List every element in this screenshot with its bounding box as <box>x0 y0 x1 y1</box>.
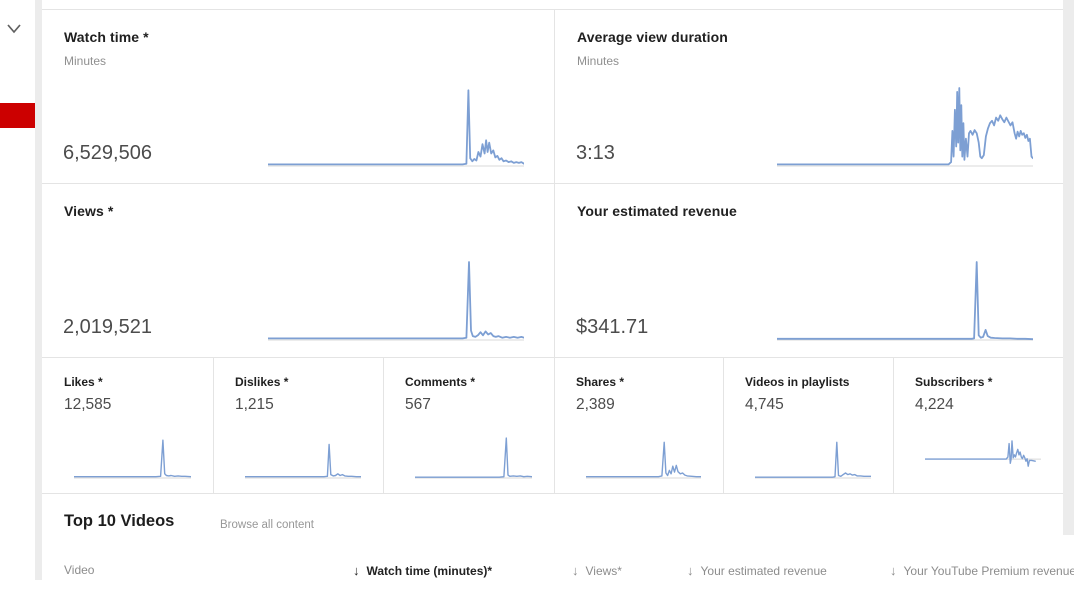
subscribers-value: 4,224 <box>915 396 954 413</box>
column-header-watch-time[interactable]: ↓ Watch time (minutes)* <box>353 563 493 578</box>
comments-value: 567 <box>405 396 431 413</box>
divider <box>383 357 384 493</box>
sort-arrow-down-icon: ↓ <box>572 563 579 578</box>
subscribers-sparkline <box>924 435 1041 479</box>
views-sparkline <box>267 261 525 341</box>
dislikes-sparkline <box>244 435 362 479</box>
estimated-revenue-card[interactable]: Your estimated revenue $341.71 <box>555 184 1074 357</box>
watch-time-value: 6,529,506 <box>63 142 152 164</box>
left-gutter <box>35 0 42 580</box>
videos-in-playlists-value: 4,745 <box>745 396 784 413</box>
divider <box>42 493 1074 494</box>
right-gutter <box>1063 0 1074 535</box>
column-header-video: Video <box>64 563 95 577</box>
top-videos-heading: Top 10 Videos <box>64 512 175 530</box>
comments-sparkline <box>414 435 533 479</box>
card-title: Views * <box>64 203 114 219</box>
card-title: Average view duration <box>577 29 728 45</box>
views-card[interactable]: Views * 2,019,521 <box>42 184 554 357</box>
shares-sparkline <box>585 435 702 479</box>
likes-value: 12,585 <box>64 396 112 413</box>
videos-in-playlists-card[interactable]: Videos in playlists 4,745 <box>723 357 893 493</box>
dislikes-card[interactable]: Dislikes * 1,215 <box>213 357 383 493</box>
avg-view-duration-card[interactable]: Average view duration Minutes 3:13 <box>555 10 1074 183</box>
subscribers-card[interactable]: Subscribers * 4,224 <box>893 357 1074 493</box>
chevron-down-icon[interactable] <box>6 22 22 34</box>
sort-arrow-down-icon: ↓ <box>353 563 360 578</box>
watch-time-sparkline <box>267 87 525 167</box>
divider <box>42 9 1074 10</box>
estimated-revenue-value: $341.71 <box>576 316 649 338</box>
column-header-views[interactable]: ↓ Views* <box>572 563 622 578</box>
browse-all-content-link[interactable]: Browse all content <box>220 519 314 531</box>
card-title: Subscribers * <box>915 375 993 389</box>
sidebar-red-accent-block <box>0 103 35 128</box>
divider <box>554 9 555 493</box>
avg-view-duration-value: 3:13 <box>576 142 615 164</box>
card-title: Shares * <box>576 375 625 389</box>
sort-arrow-down-icon: ↓ <box>687 563 694 578</box>
watch-time-card[interactable]: Watch time * Minutes 6,529,506 <box>42 10 554 183</box>
card-title: Dislikes * <box>235 375 289 389</box>
likes-sparkline <box>73 435 192 479</box>
views-value: 2,019,521 <box>63 316 152 338</box>
card-subtitle: Minutes <box>577 54 620 68</box>
sort-arrow-down-icon: ↓ <box>890 563 897 578</box>
shares-value: 2,389 <box>576 396 615 413</box>
card-title: Comments * <box>405 375 476 389</box>
divider <box>723 357 724 493</box>
card-title: Videos in playlists <box>745 375 850 389</box>
card-title: Likes * <box>64 375 103 389</box>
shares-card[interactable]: Shares * 2,389 <box>554 357 723 493</box>
divider <box>213 357 214 493</box>
analytics-content: Watch time * Minutes 6,529,506 Average v… <box>42 0 1074 600</box>
divider <box>42 183 1074 184</box>
likes-card[interactable]: Likes * 12,585 <box>42 357 213 493</box>
collapsed-sidebar <box>0 0 35 600</box>
dislikes-value: 1,215 <box>235 396 274 413</box>
card-subtitle: Minutes <box>64 54 107 68</box>
column-header-premium-revenue[interactable]: ↓ Your YouTube Premium revenue <box>890 563 1074 578</box>
avg-view-duration-sparkline <box>776 87 1034 167</box>
estimated-revenue-sparkline <box>776 261 1034 341</box>
comments-card[interactable]: Comments * 567 <box>383 357 554 493</box>
divider <box>893 357 894 493</box>
top-videos-section: Top 10 Videos Browse all content Video ↓… <box>42 493 1074 600</box>
videos-in-playlists-sparkline <box>754 435 872 479</box>
card-title: Watch time * <box>64 29 149 45</box>
column-header-estimated-revenue[interactable]: ↓ Your estimated revenue <box>687 563 827 578</box>
divider <box>42 357 1074 358</box>
card-title: Your estimated revenue <box>577 203 737 219</box>
